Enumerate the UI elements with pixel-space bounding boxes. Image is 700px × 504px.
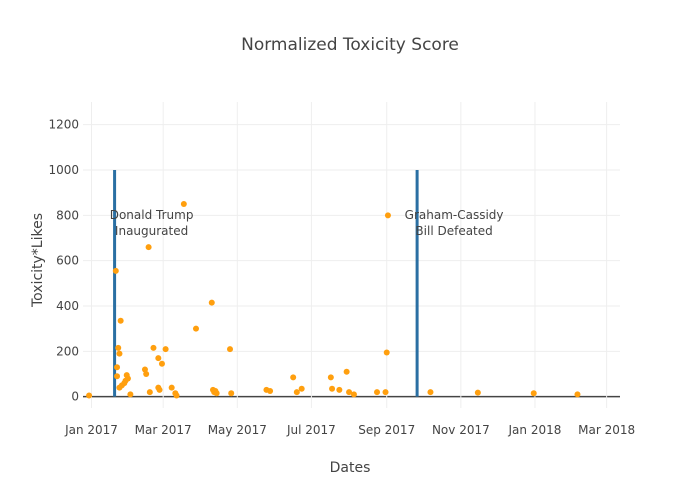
data-point: [267, 388, 274, 394]
x-tick-label: Jan 2017: [64, 423, 118, 437]
data-point: [474, 389, 481, 396]
grid-layer: [83, 102, 620, 408]
data-point: [374, 389, 381, 396]
data-point: [127, 391, 134, 398]
y-tick-label: 400: [56, 299, 79, 313]
data-point: [192, 325, 199, 332]
data-point: [213, 390, 220, 397]
data-point: [124, 375, 131, 382]
data-point: [383, 349, 390, 356]
data-point: [86, 392, 93, 399]
data-point: [350, 391, 357, 398]
y-tick-label: 0: [71, 390, 79, 404]
data-point: [150, 344, 157, 351]
x-axis-label: Dates: [330, 460, 371, 476]
x-tick-label: Jul 2017: [286, 423, 336, 437]
events-layer: Donald Trump Inaugurated Graham-Cassidy Bil…: [110, 170, 504, 397]
data-point: [329, 385, 336, 392]
x-tick-label: Nov 2017: [432, 423, 490, 437]
ticks-layer: 0 200 400 600 800 1000 1200 Jan 2017 Mar 2017 May…: [48, 118, 635, 437]
event-annotation-line: Bill Defeated: [415, 224, 492, 238]
event-annotation: Donald Trump Inaugurated: [110, 208, 194, 238]
data-point: [112, 267, 119, 274]
data-point: [574, 391, 581, 398]
data-point: [327, 374, 334, 381]
data-point: [156, 386, 163, 393]
data-point: [298, 385, 305, 392]
x-tick-label: Mar 2018: [578, 423, 635, 437]
data-point: [117, 317, 124, 324]
x-tick-label: May 2017: [208, 423, 267, 437]
data-point: [208, 299, 215, 306]
y-axis-label: Toxicity*Likes: [30, 213, 46, 308]
data-point: [336, 386, 343, 393]
y-tick-label: 200: [56, 344, 79, 358]
y-tick-label: 1200: [48, 118, 79, 132]
x-tick-label: Sep 2017: [358, 423, 415, 437]
y-tick-label: 600: [56, 254, 79, 268]
data-point: [228, 390, 235, 397]
data-point: [427, 389, 434, 396]
points-layer: [86, 201, 581, 399]
data-point: [145, 244, 152, 251]
event-annotation: Graham-Cassidy Bill Defeated: [405, 208, 504, 238]
data-point: [530, 390, 537, 397]
data-point: [162, 346, 169, 353]
chart-title: Normalized Toxicity Score: [241, 35, 459, 55]
event-annotation-line: Graham-Cassidy: [405, 208, 504, 222]
data-point: [180, 201, 187, 207]
data-point: [168, 384, 175, 391]
data-point: [382, 389, 389, 396]
data-point: [343, 368, 350, 375]
data-point: [115, 344, 122, 351]
event-annotation-line: Inaugurated: [115, 224, 188, 238]
event-annotation-line: Donald Trump: [110, 208, 194, 222]
data-point: [143, 371, 150, 377]
data-point: [293, 389, 300, 396]
data-point: [114, 373, 121, 380]
data-point: [155, 355, 162, 362]
data-point: [227, 346, 234, 353]
data-point: [290, 374, 297, 381]
y-tick-label: 800: [56, 208, 79, 222]
data-point: [146, 389, 153, 396]
data-point: [158, 360, 165, 367]
x-tick-label: Jan 2018: [508, 423, 562, 437]
data-point: [116, 350, 123, 357]
x-tick-label: Mar 2017: [135, 423, 192, 437]
y-tick-label: 1000: [48, 163, 79, 177]
data-point: [141, 366, 148, 373]
data-point: [114, 364, 121, 371]
data-point: [173, 392, 180, 399]
data-point: [384, 212, 391, 219]
data-point: [346, 389, 353, 396]
